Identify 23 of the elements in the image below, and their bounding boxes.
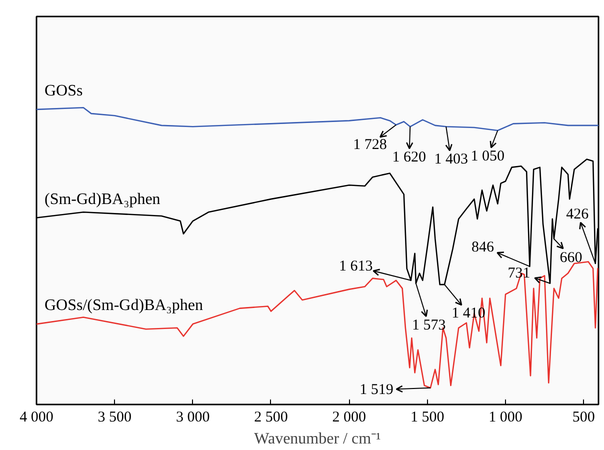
series-label: GOSs/(Sm-Gd)BA₃phen xyxy=(44,297,203,314)
series-label: (Sm-Gd)BA₃phen xyxy=(44,190,160,208)
annotation: 660 xyxy=(560,250,582,266)
annotation: 1 728 xyxy=(353,136,387,153)
x-tick-label: 1 000 xyxy=(488,410,522,426)
x-tick-label: 3 000 xyxy=(176,410,210,426)
x-tick-label: 3 500 xyxy=(98,410,132,426)
annotation: 1 050 xyxy=(470,148,505,164)
annotation: 1 620 xyxy=(392,150,426,166)
annotation: 1 519 xyxy=(360,382,394,398)
annotation: 846 xyxy=(471,240,494,256)
x-tick-label: 500 xyxy=(572,410,595,426)
x-tick-label: 2 000 xyxy=(332,410,366,426)
series-label: GOSs xyxy=(44,82,83,100)
annotation: 1 573 xyxy=(412,317,446,334)
annotation: 731 xyxy=(508,265,530,282)
x-tick-label: 2 500 xyxy=(254,410,288,426)
annotation: 1 613 xyxy=(339,258,373,274)
x-tick-label: 1 500 xyxy=(410,410,444,426)
annotation: 1 403 xyxy=(434,152,468,168)
x-tick-label: 4 000 xyxy=(20,410,54,426)
x-axis-title: Wavenumber / cm⁻¹ xyxy=(254,430,382,448)
annotation: 426 xyxy=(566,206,590,223)
